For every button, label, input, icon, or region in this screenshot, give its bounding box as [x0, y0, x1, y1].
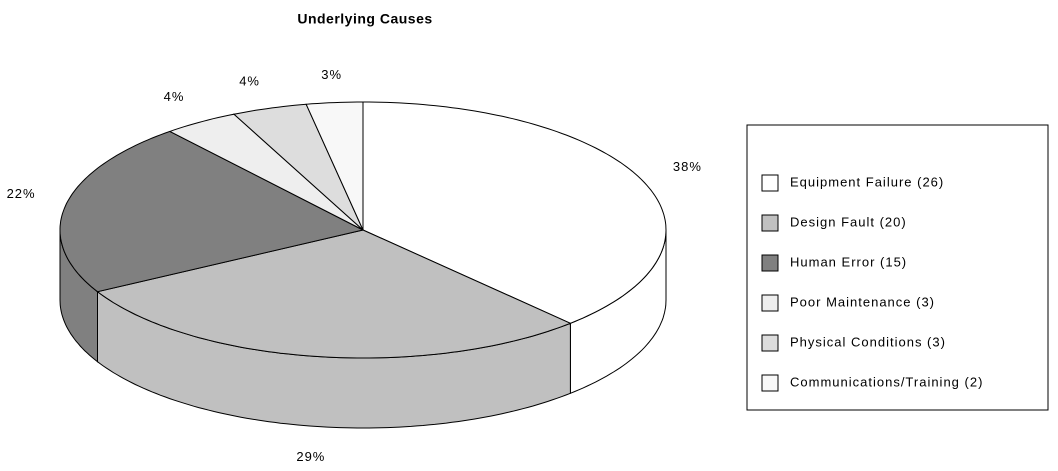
- legend-swatch: [761, 254, 779, 272]
- slice: [232, 103, 364, 231]
- slice: [305, 101, 364, 231]
- legend-label: Human Error (15): [790, 254, 907, 269]
- legend-label: Poor Maintenance (3): [790, 294, 935, 309]
- legend-label: Physical Conditions (3): [790, 334, 946, 349]
- legend-swatch: [761, 294, 779, 312]
- legend-swatch: [761, 374, 779, 392]
- data-label: 22%: [7, 186, 36, 201]
- data-label: 4%: [239, 73, 260, 88]
- chart-title: Underlying Causes: [297, 11, 432, 27]
- legend-swatch: [761, 214, 779, 232]
- legend-swatch: [761, 174, 779, 192]
- slice: [96, 229, 572, 359]
- data-label: 29%: [296, 449, 325, 464]
- data-label: 38%: [673, 159, 702, 174]
- slice: [362, 101, 667, 324]
- data-label: 4%: [164, 89, 185, 104]
- legend-label: Communications/Training (2): [790, 374, 983, 389]
- slice: [59, 130, 365, 293]
- legend-label: Design Fault (20): [790, 214, 907, 229]
- legend-label: Equipment Failure (26): [790, 174, 944, 189]
- legend-swatch: [761, 334, 779, 352]
- legend-box: [746, 124, 1049, 411]
- data-label: 3%: [321, 67, 342, 82]
- slice: [168, 113, 364, 231]
